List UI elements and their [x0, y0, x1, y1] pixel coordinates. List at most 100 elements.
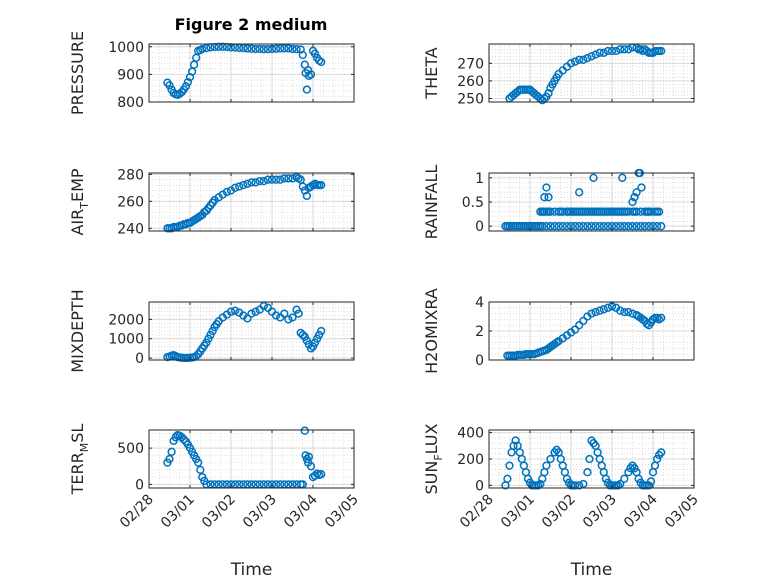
data-point [255, 176, 264, 186]
subplot-air_temp: 240 260 280 AIRTEMP [68, 167, 355, 237]
data-point [628, 222, 637, 231]
y-tick-label: 280 [117, 167, 144, 183]
x-tick-label: 03/01 [498, 492, 538, 532]
data-point [593, 448, 602, 457]
data-point [595, 222, 604, 231]
data-point [583, 468, 592, 477]
data-point [550, 222, 559, 231]
data-point [607, 46, 617, 56]
data-point [583, 222, 592, 231]
data-point [284, 44, 293, 53]
subplot-h2omixra: 0 2 4 H2OMIXRA [422, 288, 695, 374]
x-tick-label: 03/05 [322, 492, 362, 532]
y-tick-label: 4 [475, 295, 484, 311]
data-point [620, 474, 629, 483]
data-point [251, 307, 260, 316]
data-point [620, 45, 629, 54]
data-point [652, 313, 662, 323]
data-point [263, 175, 273, 184]
data-point [616, 222, 625, 231]
data-point [591, 307, 600, 317]
x-tick-label: 03/01 [158, 492, 198, 532]
data-point [652, 454, 662, 464]
data-point [540, 193, 549, 202]
data-point [306, 462, 316, 471]
x-tick-label: 03/05 [662, 492, 702, 532]
data-point [292, 45, 301, 54]
y-axis-label: SUNFLUX [422, 423, 445, 494]
x-tick-label: 03/02 [199, 492, 239, 532]
data-point [251, 178, 260, 187]
x-axis-label: Time [230, 560, 273, 580]
y-axis-label: MIXDEPTH [68, 289, 87, 372]
data-point [616, 479, 625, 489]
data-point [226, 307, 236, 316]
y-axis-label: TERRMSL [68, 424, 91, 496]
data-point [579, 222, 588, 231]
data-point [603, 46, 613, 56]
data-point [247, 44, 256, 53]
data-point [630, 193, 639, 202]
axes-box [148, 172, 355, 232]
data-point [222, 187, 232, 197]
data-point [570, 481, 580, 490]
x-tick-label: 03/03 [240, 492, 280, 532]
data-point [503, 474, 512, 483]
data-point [280, 174, 289, 183]
data-point [544, 89, 553, 98]
x-tick-label: 03/04 [281, 491, 321, 531]
data-point [575, 188, 584, 197]
data-point [255, 44, 264, 54]
y-tick-label: 260 [457, 74, 484, 90]
data-point [302, 191, 312, 201]
data-point [657, 222, 666, 231]
y-axis-label: PRESSURE [68, 31, 87, 115]
data-point [300, 426, 309, 435]
data-point [198, 44, 207, 54]
figure-title: Figure 2 medium [175, 15, 328, 34]
subplot-rainfall: 0 0.5 1 RAINFALL [422, 165, 695, 240]
data-point [259, 176, 268, 186]
data-point [546, 454, 555, 464]
data-point [603, 222, 613, 231]
data-point [267, 175, 277, 184]
y-tick-label: 1000 [108, 40, 144, 56]
data-point [640, 222, 649, 231]
y-tick-label: 0 [475, 478, 484, 494]
data-point [243, 314, 252, 323]
data-point [570, 57, 580, 66]
y-tick-label: 200 [457, 452, 484, 468]
y-tick-label: 0 [135, 351, 144, 367]
data-point [189, 60, 199, 69]
data-point [570, 325, 580, 334]
data-point [317, 180, 326, 190]
y-tick-label: 260 [117, 194, 144, 210]
y-tick-label: 2000 [108, 312, 144, 328]
axes-box [488, 43, 695, 103]
data-point [192, 53, 201, 62]
data-point [247, 309, 256, 318]
data-point [583, 53, 592, 63]
data-point [657, 313, 666, 323]
data-point [196, 465, 205, 475]
data-point [585, 454, 594, 464]
y-tick-label: 2 [475, 324, 484, 340]
data-point [538, 222, 547, 231]
data-point [259, 45, 268, 54]
x-axis-label: Time [570, 560, 613, 580]
data-point [239, 43, 248, 53]
data-point [542, 222, 551, 231]
data-point [284, 315, 293, 324]
y-axis-label: RAINFALL [422, 165, 441, 240]
data-point [591, 50, 600, 59]
y-tick-label: 0 [475, 353, 484, 369]
data-point [618, 173, 627, 182]
data-point [644, 222, 654, 231]
data-point [230, 183, 240, 192]
data-point [181, 82, 191, 91]
data-point [657, 46, 666, 56]
x-tick-label: 02/28 [457, 492, 497, 532]
data-point [579, 479, 588, 489]
data-point [294, 309, 303, 318]
data-point [589, 173, 598, 182]
